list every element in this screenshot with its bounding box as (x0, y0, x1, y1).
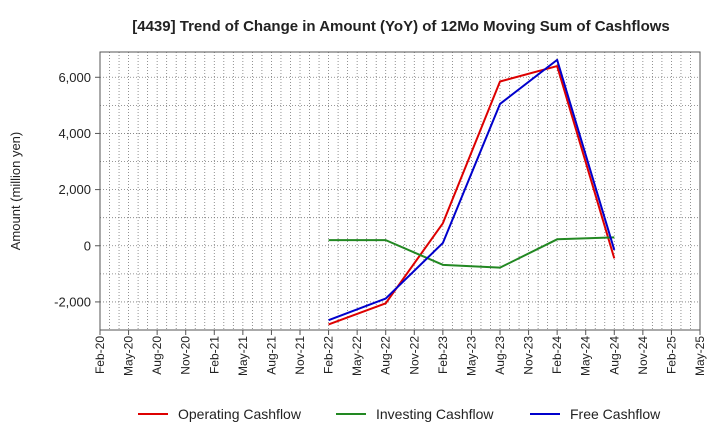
x-tick-label: Feb-25 (664, 336, 678, 374)
x-tick-label: May-22 (350, 336, 364, 376)
series-line-free-cashflow (328, 58, 616, 322)
chart-title: [4439] Trend of Change in Amount (YoY) o… (132, 18, 670, 35)
series-lines (328, 58, 616, 326)
y-axis-ticks: -2,000 0 2,000 4,000 6,000 (54, 70, 100, 309)
x-tick-label: Aug-24 (607, 336, 621, 375)
y-axis-label: Amount (million yen) (8, 132, 23, 251)
x-tick-label: Nov-21 (293, 336, 307, 375)
x-tick-label: Aug-22 (379, 336, 393, 375)
x-tick-label: Nov-20 (179, 336, 193, 375)
x-axis-ticks: Feb-20 May-20 Aug-20 Nov-20 Feb-21 May-21 Aug-… (93, 330, 707, 376)
x-tick-label: May-21 (236, 336, 250, 376)
x-tick-label: May-25 (693, 336, 707, 376)
x-tick-label: Feb-24 (550, 336, 564, 374)
y-tick-label: 0 (84, 238, 91, 253)
y-tick-label: 6,000 (58, 70, 91, 85)
series-line-investing-cashflow (328, 236, 615, 269)
series-line-operating-cashflow (328, 65, 616, 326)
y-tick-label: 2,000 (58, 182, 91, 197)
plot-frame (99, 51, 701, 331)
legend-label: Free Cashflow (570, 406, 661, 422)
legend-label: Operating Cashflow (178, 406, 302, 422)
x-tick-label: Feb-20 (93, 336, 107, 374)
x-tick-label: Feb-23 (436, 336, 450, 374)
x-tick-label: Nov-23 (522, 336, 536, 375)
x-tick-label: Feb-21 (207, 336, 221, 374)
x-tick-label: May-20 (122, 336, 136, 376)
x-tick-label: Nov-24 (636, 336, 650, 375)
x-tick-label: Feb-22 (322, 336, 336, 374)
legend: Operating Cashflow Investing Cashflow Free… (138, 406, 661, 422)
x-tick-label: May-23 (464, 336, 478, 376)
legend-label: Investing Cashflow (376, 406, 494, 422)
grid (99, 52, 701, 331)
x-tick-label: Nov-22 (407, 336, 421, 375)
y-tick-label: 4,000 (58, 126, 91, 141)
y-tick-label: -2,000 (54, 294, 91, 309)
x-tick-label: Aug-21 (264, 336, 278, 375)
x-tick-label: Aug-23 (493, 336, 507, 375)
x-tick-label: May-24 (579, 336, 593, 376)
x-tick-label: Aug-20 (150, 336, 164, 375)
